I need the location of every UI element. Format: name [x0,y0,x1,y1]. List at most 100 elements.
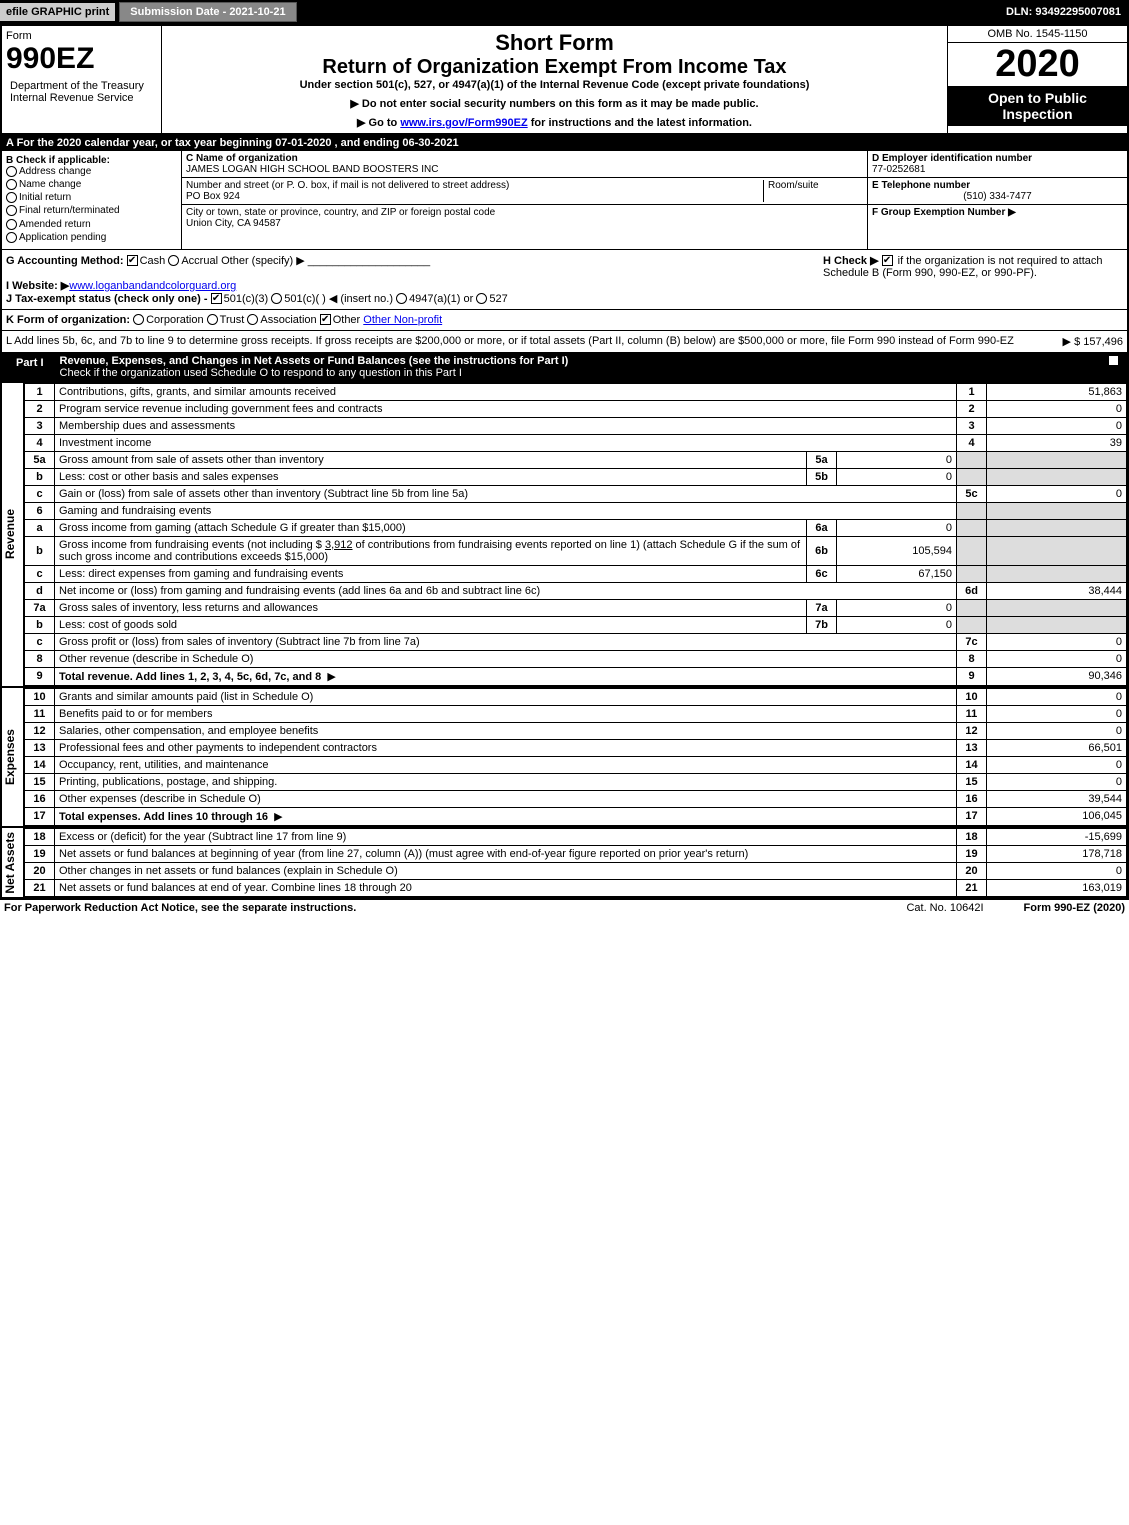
chk-cash[interactable] [127,255,138,266]
chk-schedule-b[interactable] [882,255,893,266]
chk-application-pending[interactable]: Application pending [6,232,177,243]
netassets-table: 18Excess or (deficit) for the year (Subt… [24,828,1127,897]
form-number-block: Form 990EZ Department of the Treasury In… [2,26,162,133]
expenses-section: Expenses 10Grants and similar amounts pa… [2,686,1127,826]
org-name-row: C Name of organization JAMES LOGAN HIGH … [182,151,867,178]
chk-initial-return[interactable]: Initial return [6,192,177,203]
row-k: K Form of organization: Corporation Trus… [2,310,1127,331]
page-footer: For Paperwork Reduction Act Notice, see … [0,899,1129,916]
revenue-section: Revenue 1Contributions, gifts, grants, a… [2,381,1127,686]
open-to-public: Open to Public Inspection [948,86,1127,126]
omb-number: OMB No. 1545-1150 [948,26,1127,43]
ein-value: 77-0252681 [872,164,925,175]
h-label: H Check ▶ [823,255,879,267]
netassets-vlabel: Net Assets [2,828,24,897]
city-value: Union City, CA 94587 [186,218,281,229]
line-8: 8Other revenue (describe in Schedule O)8… [25,650,1127,667]
chk-501c3[interactable] [211,293,222,304]
room-suite: Room/suite [763,180,863,202]
line-6a: aGross income from gaming (attach Schedu… [25,519,1127,536]
l-value: ▶ $ 157,496 [1063,335,1123,348]
line-5b: bLess: cost or other basis and sales exp… [25,468,1127,485]
accounting-method: G Accounting Method: Cash Accrual Other … [6,254,823,305]
phone-value: (510) 334-7477 [872,191,1123,202]
i-label: I Website: ▶ [6,280,69,292]
form-header: Form 990EZ Department of the Treasury In… [2,26,1127,135]
line-6b: bGross income from fundraising events (n… [25,536,1127,565]
addr-label: Number and street (or P. O. box, if mail… [186,180,509,191]
line-2: 2Program service revenue including gover… [25,400,1127,417]
line-6: 6Gaming and fundraising events [25,502,1127,519]
e-label: E Telephone number [872,180,970,191]
chk-501c[interactable] [271,293,282,304]
submission-date-button[interactable]: Submission Date - 2021-10-21 [119,2,296,22]
line-13: 13Professional fees and other payments t… [25,739,1127,756]
row-a-tax-year: A For the 2020 calendar year, or tax yea… [2,135,1127,151]
top-bar: efile GRAPHIC print Submission Date - 20… [0,0,1129,24]
d-label: D Employer identification number [872,153,1032,164]
revenue-vlabel: Revenue [2,383,24,686]
chk-association[interactable] [247,314,258,325]
line-1: 1Contributions, gifts, grants, and simil… [25,383,1127,400]
line-15: 15Printing, publications, postage, and s… [25,773,1127,790]
line-5c: cGain or (loss) from sale of assets othe… [25,485,1127,502]
revenue-table: 1Contributions, gifts, grants, and simil… [24,383,1127,686]
chk-527[interactable] [476,293,487,304]
line-7c: cGross profit or (loss) from sales of in… [25,633,1127,650]
part-1-checkbox[interactable] [1108,355,1121,379]
c-label: C Name of organization [186,153,298,164]
form-meta-block: OMB No. 1545-1150 2020 Open to Public In… [947,26,1127,133]
form-word: Form [6,30,157,42]
chk-address-change[interactable]: Address change [6,166,177,177]
chk-trust[interactable] [207,314,218,325]
form-footer-id: Form 990-EZ (2020) [1024,902,1125,914]
form-subtitle: Under section 501(c), 527, or 4947(a)(1)… [166,79,943,91]
expenses-vlabel: Expenses [2,688,24,826]
dln-label: DLN: 93492295007081 [1006,6,1129,18]
form-title: Return of Organization Exempt From Incom… [166,56,943,79]
short-form-title: Short Form [166,30,943,56]
line-5a: 5aGross amount from sale of assets other… [25,451,1127,468]
warning-1: ▶ Do not enter social security numbers o… [166,97,943,110]
part-1-label: Part I [8,355,52,379]
line-3: 3Membership dues and assessments30 [25,417,1127,434]
irs-link[interactable]: www.irs.gov/Form990EZ [400,117,527,129]
chk-other-org[interactable] [320,314,331,325]
line-11: 11Benefits paid to or for members110 [25,705,1127,722]
part-1-header: Part I Revenue, Expenses, and Changes in… [2,353,1127,381]
addr-value: PO Box 924 [186,191,240,202]
chk-accrual[interactable] [168,255,179,266]
chk-amended-return[interactable]: Amended return [6,219,177,230]
section-b-title: B Check if applicable: [6,155,177,166]
k-label: K Form of organization: [6,314,130,326]
section-d-e-f: D Employer identification number 77-0252… [867,151,1127,249]
section-h: H Check ▶ if the organization is not req… [823,254,1123,279]
chk-final-return[interactable]: Final return/terminated [6,205,177,216]
l-text: L Add lines 5b, 6c, and 7b to line 9 to … [6,335,1063,347]
line-7a: 7aGross sales of inventory, less returns… [25,599,1127,616]
line-9: 9Total revenue. Add lines 1, 2, 3, 4, 5c… [25,667,1127,685]
ein-row: D Employer identification number 77-0252… [868,151,1127,178]
website-link[interactable]: www.loganbandandcolorguard.org [69,280,236,292]
org-name: JAMES LOGAN HIGH SCHOOL BAND BOOSTERS IN… [186,164,438,175]
warning-2: ▶ Go to www.irs.gov/Form990EZ for instru… [166,116,943,129]
j-label: J Tax-exempt status (check only one) - [6,293,208,305]
line-21: 21Net assets or fund balances at end of … [25,879,1127,896]
chk-name-change[interactable]: Name change [6,179,177,190]
f-label: F Group Exemption Number ▶ [872,207,1016,218]
efile-print-label[interactable]: efile GRAPHIC print [0,3,115,21]
section-b-checkboxes: B Check if applicable: Address change Na… [2,151,182,249]
chk-4947[interactable] [396,293,407,304]
cat-number: Cat. No. 10642I [906,902,983,914]
line-20: 20Other changes in net assets or fund ba… [25,862,1127,879]
paperwork-notice: For Paperwork Reduction Act Notice, see … [4,902,906,914]
tax-year: 2020 [948,43,1127,86]
chk-corporation[interactable] [133,314,144,325]
line-6d: dNet income or (loss) from gaming and fu… [25,582,1127,599]
part-1-title: Revenue, Expenses, and Changes in Net As… [60,355,1108,379]
info-grid: B Check if applicable: Address change Na… [2,151,1127,250]
line-12: 12Salaries, other compensation, and empl… [25,722,1127,739]
line-10: 10Grants and similar amounts paid (list … [25,688,1127,705]
department-label: Department of the Treasury Internal Reve… [6,76,157,108]
line-18: 18Excess or (deficit) for the year (Subt… [25,828,1127,845]
